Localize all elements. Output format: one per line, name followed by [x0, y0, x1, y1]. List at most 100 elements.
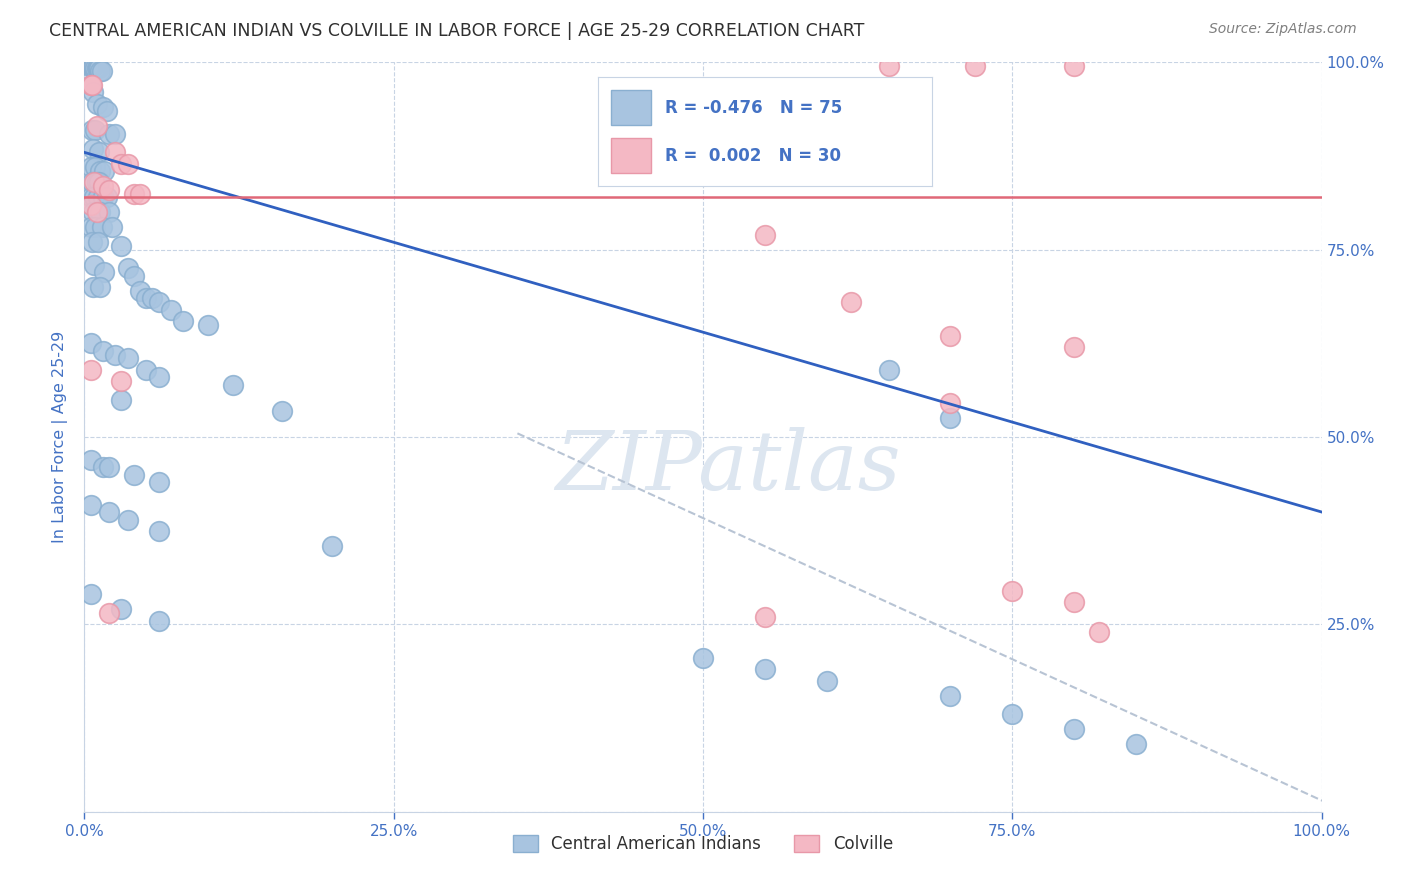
Point — [84, 61, 107, 75]
Text: CENTRAL AMERICAN INDIAN VS COLVILLE IN LABOR FORCE | AGE 25-29 CORRELATION CHART: CENTRAL AMERICAN INDIAN VS COLVILLE IN L… — [49, 22, 865, 40]
Point — [129, 284, 152, 298]
Point — [148, 614, 170, 628]
Point — [84, 123, 107, 137]
Point — [89, 64, 111, 78]
Point — [82, 86, 104, 100]
Point — [222, 377, 245, 392]
Point — [79, 452, 101, 467]
Point — [692, 651, 714, 665]
Point — [148, 370, 170, 384]
Point — [87, 61, 110, 75]
Point — [754, 662, 776, 676]
Point — [110, 392, 132, 407]
Point — [86, 61, 108, 75]
Point — [160, 302, 183, 317]
Text: ZIPatlas: ZIPatlas — [555, 427, 900, 507]
Point — [79, 190, 101, 204]
Point — [91, 460, 114, 475]
Point — [98, 606, 121, 620]
Point — [122, 467, 145, 482]
Point — [80, 78, 103, 92]
Point — [79, 161, 101, 175]
Point — [87, 190, 110, 204]
Point — [172, 314, 194, 328]
Point — [110, 374, 132, 388]
Point — [82, 205, 104, 219]
Point — [98, 460, 121, 475]
Point — [98, 505, 121, 519]
Point — [80, 175, 103, 189]
Point — [841, 295, 863, 310]
Point — [89, 175, 111, 189]
Point — [83, 59, 105, 73]
Point — [83, 258, 105, 272]
Point — [965, 59, 987, 73]
Point — [86, 119, 108, 133]
Point — [1001, 707, 1024, 722]
Point — [939, 411, 962, 425]
Point — [1063, 59, 1085, 73]
Point — [89, 280, 111, 294]
Point — [148, 475, 170, 489]
Point — [104, 348, 127, 362]
Point — [98, 183, 121, 197]
Point — [939, 689, 962, 703]
Point — [110, 239, 132, 253]
Point — [86, 205, 108, 219]
Point — [135, 292, 157, 306]
Point — [79, 78, 101, 92]
Point — [83, 175, 105, 189]
Point — [1063, 340, 1085, 354]
Point — [939, 329, 962, 343]
Point — [110, 602, 132, 616]
Point — [82, 59, 104, 73]
Point — [877, 59, 900, 73]
Point — [84, 161, 107, 175]
Point — [79, 198, 101, 212]
Point — [1125, 737, 1147, 751]
Point — [197, 318, 219, 332]
Point — [80, 123, 103, 137]
Point — [877, 362, 900, 376]
Point — [321, 539, 343, 553]
Point — [89, 164, 111, 178]
Point — [122, 186, 145, 201]
Point — [93, 164, 115, 178]
Point — [83, 190, 105, 204]
Point — [87, 235, 110, 250]
Point — [82, 142, 104, 156]
Legend: Central American Indians, Colville: Central American Indians, Colville — [506, 828, 900, 860]
Point — [122, 268, 145, 283]
Point — [89, 205, 111, 219]
Point — [79, 336, 101, 351]
Point — [117, 351, 139, 366]
Point — [1088, 624, 1111, 639]
Point — [93, 265, 115, 279]
Point — [90, 220, 112, 235]
Point — [79, 587, 101, 601]
Point — [79, 78, 101, 92]
Point — [84, 220, 107, 235]
Point — [104, 145, 127, 160]
Point — [141, 292, 163, 306]
Point — [110, 156, 132, 170]
Point — [89, 145, 111, 160]
Point — [104, 127, 127, 141]
Point — [89, 62, 111, 76]
Point — [1001, 583, 1024, 598]
Point — [91, 179, 114, 194]
Point — [91, 100, 114, 114]
Point — [79, 59, 101, 73]
Point — [82, 280, 104, 294]
Point — [754, 610, 776, 624]
Point — [117, 156, 139, 170]
Point — [96, 104, 118, 119]
Text: Source: ZipAtlas.com: Source: ZipAtlas.com — [1209, 22, 1357, 37]
Point — [100, 220, 122, 235]
Point — [1063, 723, 1085, 737]
Point — [96, 190, 118, 204]
Point — [754, 227, 776, 242]
Point — [117, 261, 139, 276]
Y-axis label: In Labor Force | Age 25-29: In Labor Force | Age 25-29 — [52, 331, 69, 543]
Point — [80, 59, 103, 73]
